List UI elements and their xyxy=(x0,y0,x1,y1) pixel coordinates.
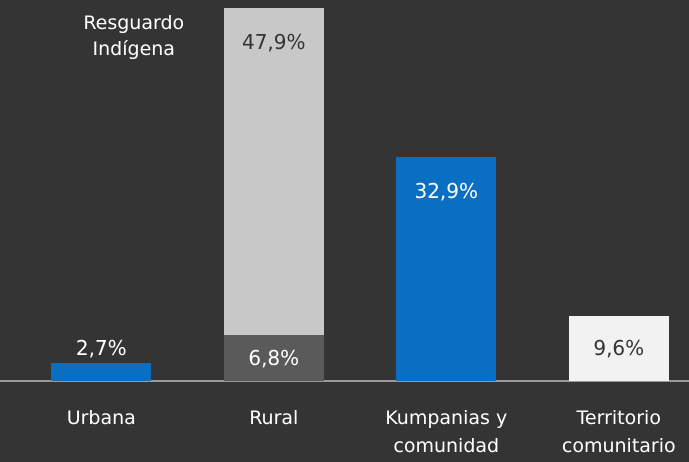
bar xyxy=(51,362,152,381)
series-label: Resguardo Indígena xyxy=(83,12,185,61)
bar xyxy=(223,334,324,381)
bar xyxy=(396,156,497,381)
value-label: 32,9% xyxy=(414,178,479,203)
value-label: 6,8% xyxy=(248,345,300,370)
axis-line xyxy=(0,380,689,382)
value-label: 2,7% xyxy=(75,335,127,360)
x-tick-label: Rural xyxy=(249,407,299,429)
value-label: 9,6% xyxy=(593,336,645,361)
x-tick-label: Urbana xyxy=(66,407,136,429)
x-tick-label: Territorio comunitario xyxy=(561,407,676,457)
bar xyxy=(568,315,669,381)
x-tick-label: Kumpanias y comunidad xyxy=(385,407,508,457)
bar xyxy=(223,8,324,335)
value-label: 47,9% xyxy=(241,30,306,55)
